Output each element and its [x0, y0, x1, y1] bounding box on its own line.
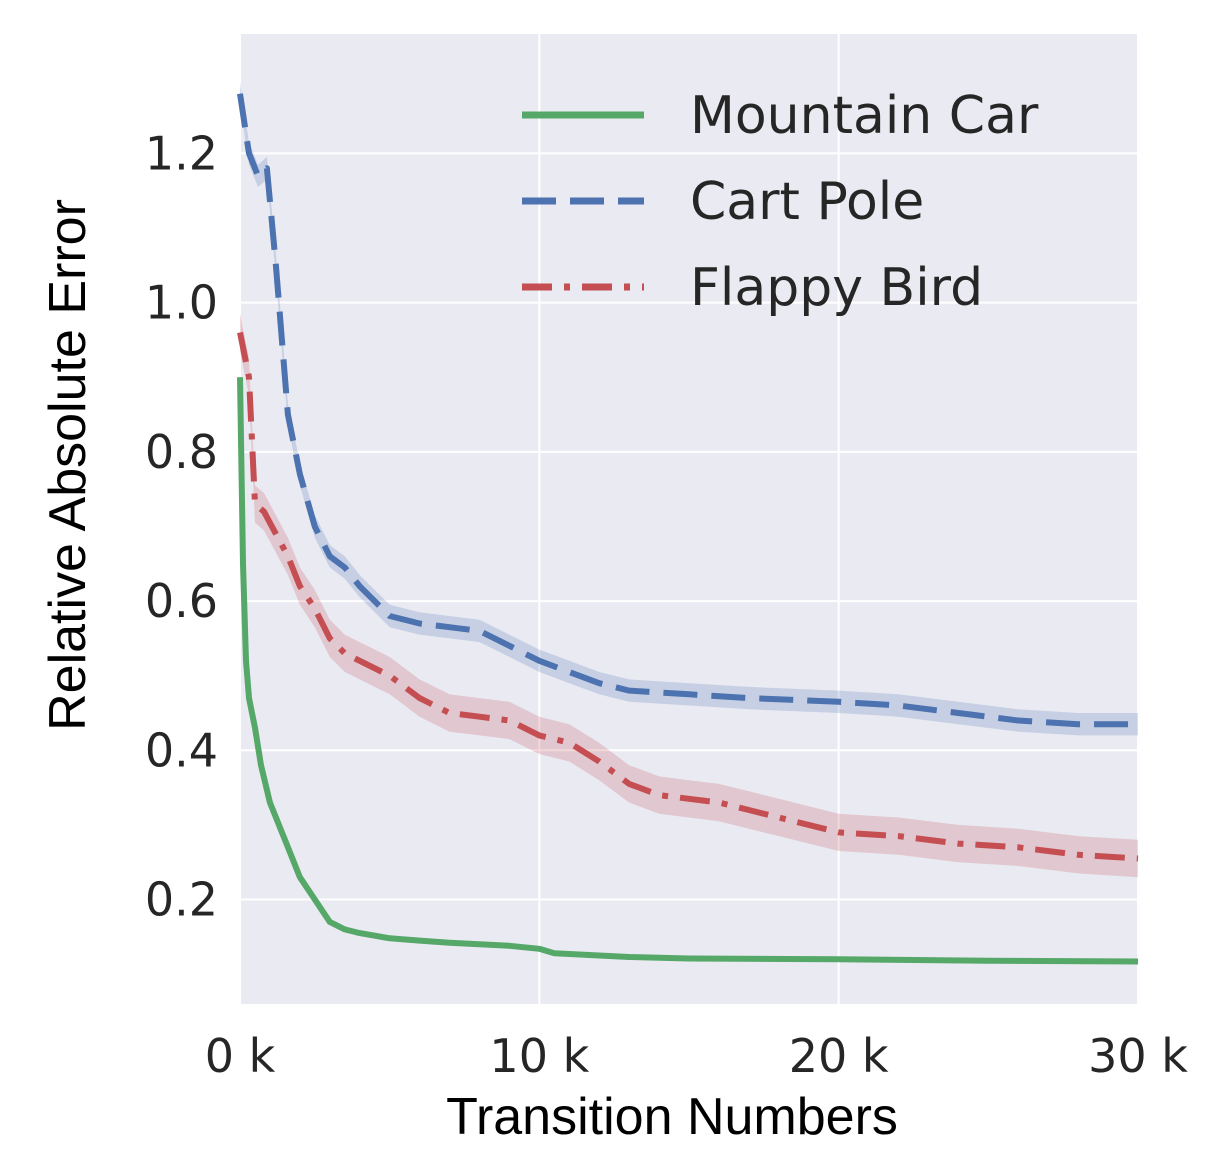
y-tick-label: 0.6 — [145, 574, 218, 628]
legend: Mountain Car Cart Pole Flappy Bird — [522, 86, 1039, 318]
x-tick-labels: 0 k 10 k 20 k 30 k — [205, 1029, 1189, 1083]
y-tick-label: 0.4 — [145, 723, 218, 777]
x-tick-label: 20 k — [789, 1029, 889, 1083]
series-line-mountain-car — [237, 377, 1139, 965]
y-axis-label: Relative Absolute Error — [39, 199, 97, 731]
legend-label-flappy-bird: Flappy Bird — [690, 258, 983, 318]
legend-label-cart-pole: Cart Pole — [690, 172, 924, 232]
grid-lines — [239, 34, 1139, 1004]
y-tick-label: 1.0 — [145, 276, 218, 330]
x-tick-label: 0 k — [205, 1029, 276, 1083]
y-tick-labels: 0.2 0.4 0.6 0.8 1.0 1.2 — [145, 126, 218, 926]
y-tick-label: 0.2 — [145, 873, 218, 927]
series-lines — [237, 93, 1139, 965]
plot-background — [240, 34, 1138, 1004]
series-line-cart-pole — [237, 93, 1138, 728]
y-tick-label: 1.2 — [145, 126, 218, 180]
series-line-flappy-bird — [237, 331, 1139, 862]
x-axis-label: Transition Numbers — [446, 1088, 898, 1146]
x-tick-label: 30 k — [1088, 1029, 1188, 1083]
y-tick-label: 0.8 — [145, 425, 218, 479]
legend-label-mountain-car: Mountain Car — [690, 86, 1039, 146]
x-tick-label: 10 k — [489, 1029, 589, 1083]
